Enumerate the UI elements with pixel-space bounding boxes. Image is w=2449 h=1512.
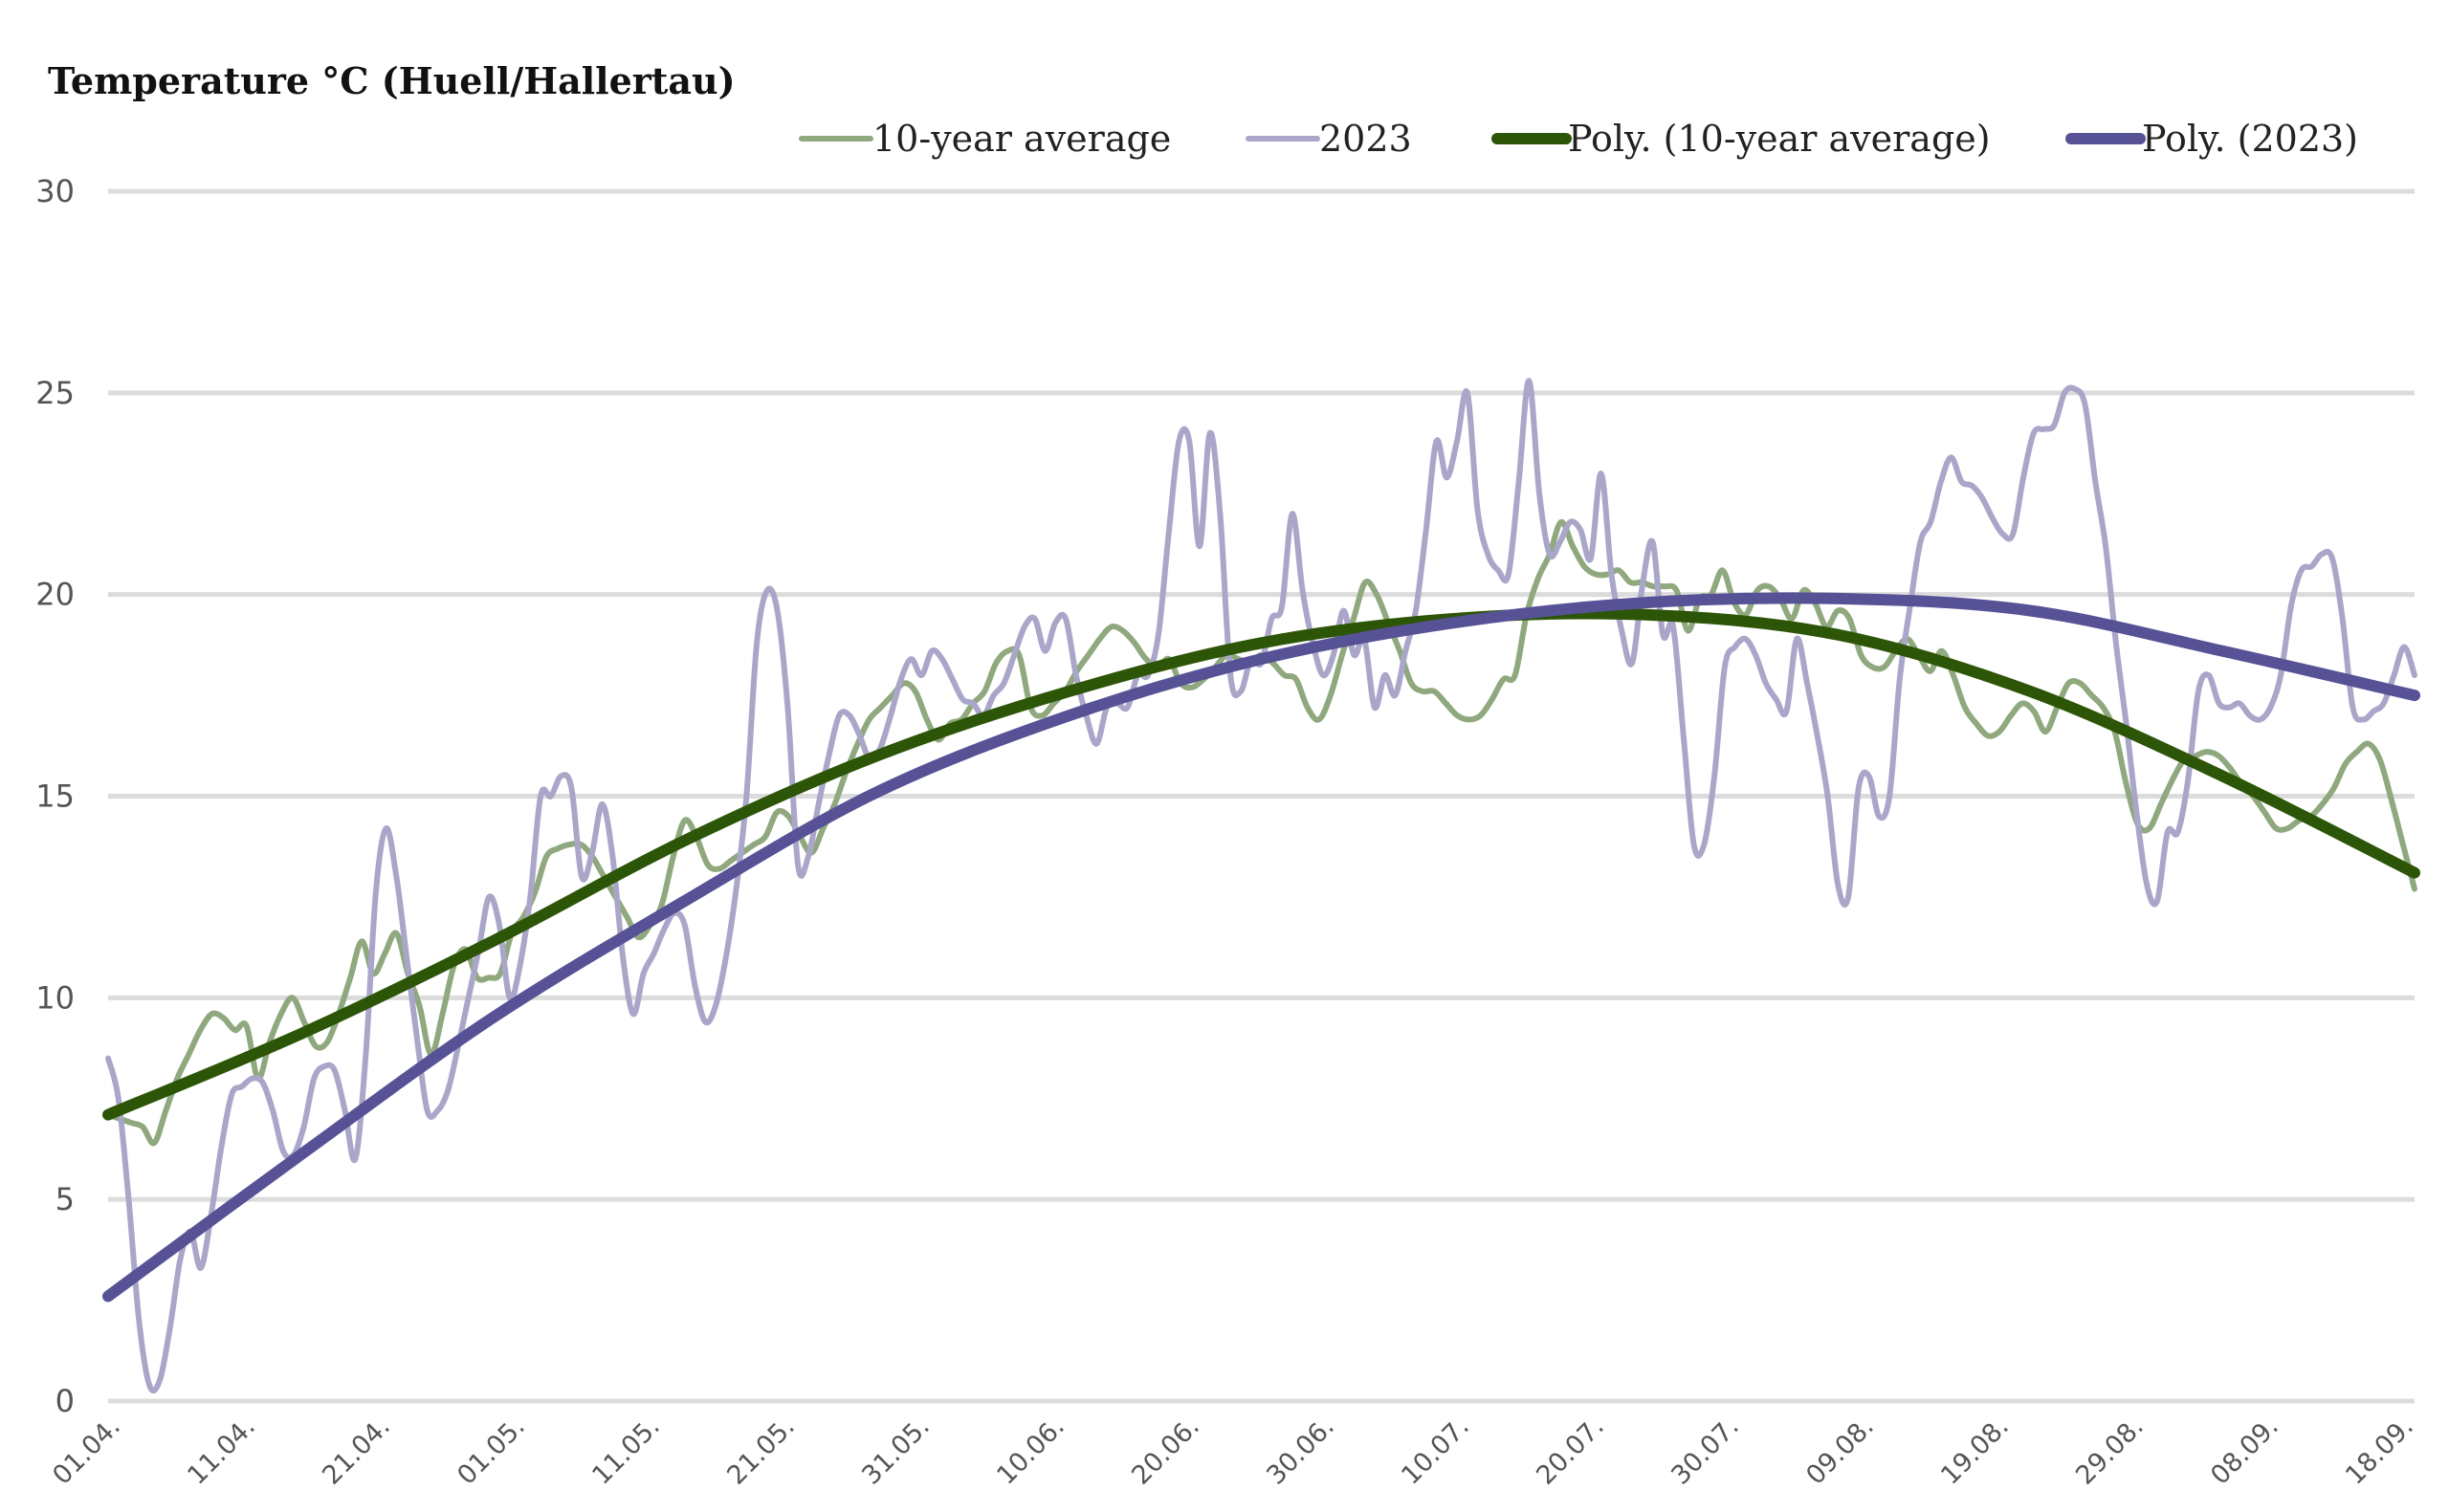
series-line-poly_2023 bbox=[102, 592, 2420, 1303]
legend-label-poly-10-year-average: Poly. (10-year average) bbox=[1568, 118, 1991, 160]
series-line-y2023 bbox=[105, 378, 2417, 1394]
x-axis-ticks: 01.04. 11.04. 21.04. 01.05. 11.05. 21.05. 31.0… bbox=[47, 1412, 2419, 1491]
y-tick-label: 5 bbox=[55, 1181, 75, 1217]
legend-label-10-year-average: 10-year average bbox=[872, 118, 1171, 160]
x-tick-label: 21.04. bbox=[317, 1412, 396, 1491]
y-tick-label: 30 bbox=[35, 173, 75, 209]
series-lines bbox=[102, 378, 2420, 1394]
x-tick-label: 01.05. bbox=[452, 1412, 531, 1491]
series-line-poly_avg bbox=[102, 607, 2420, 1121]
y-tick-label: 10 bbox=[35, 979, 75, 1016]
x-tick-label: 11.05. bbox=[586, 1412, 666, 1491]
x-tick-label: 21.05. bbox=[721, 1412, 801, 1491]
gridlines bbox=[108, 188, 2415, 1404]
x-tick-label: 09.08. bbox=[1800, 1412, 1880, 1491]
legend: 10-year average 2023 Poly. (10-year aver… bbox=[799, 118, 2358, 160]
x-tick-label: 19.08. bbox=[1935, 1412, 2015, 1491]
x-tick-label: 20.07. bbox=[1531, 1412, 1610, 1491]
x-tick-label: 10.06. bbox=[991, 1412, 1070, 1491]
x-tick-label: 10.07. bbox=[1396, 1412, 1475, 1491]
legend-label-poly-2023: Poly. (2023) bbox=[2142, 118, 2358, 160]
x-tick-label: 18.09. bbox=[2340, 1412, 2419, 1491]
x-tick-label: 11.04. bbox=[182, 1412, 261, 1491]
y-tick-label: 15 bbox=[35, 778, 75, 815]
x-tick-label: 08.09. bbox=[2205, 1412, 2284, 1491]
chart-title: Temperature °C (Huell/Hallertau) bbox=[48, 59, 736, 102]
y-tick-label: 25 bbox=[35, 375, 75, 411]
x-tick-label: 29.08. bbox=[2070, 1412, 2150, 1491]
x-tick-label: 30.07. bbox=[1666, 1412, 1745, 1491]
y-tick-label: 0 bbox=[55, 1383, 75, 1419]
legend-label-2023: 2023 bbox=[1319, 118, 1412, 160]
y-axis-ticks: 0 5 10 15 20 25 30 bbox=[35, 173, 75, 1419]
x-tick-label: 30.06. bbox=[1261, 1412, 1340, 1491]
y-tick-label: 20 bbox=[35, 577, 75, 613]
x-tick-label: 20.06. bbox=[1126, 1412, 1205, 1491]
x-tick-label: 01.04. bbox=[47, 1412, 126, 1491]
x-tick-label: 31.05. bbox=[856, 1412, 936, 1491]
